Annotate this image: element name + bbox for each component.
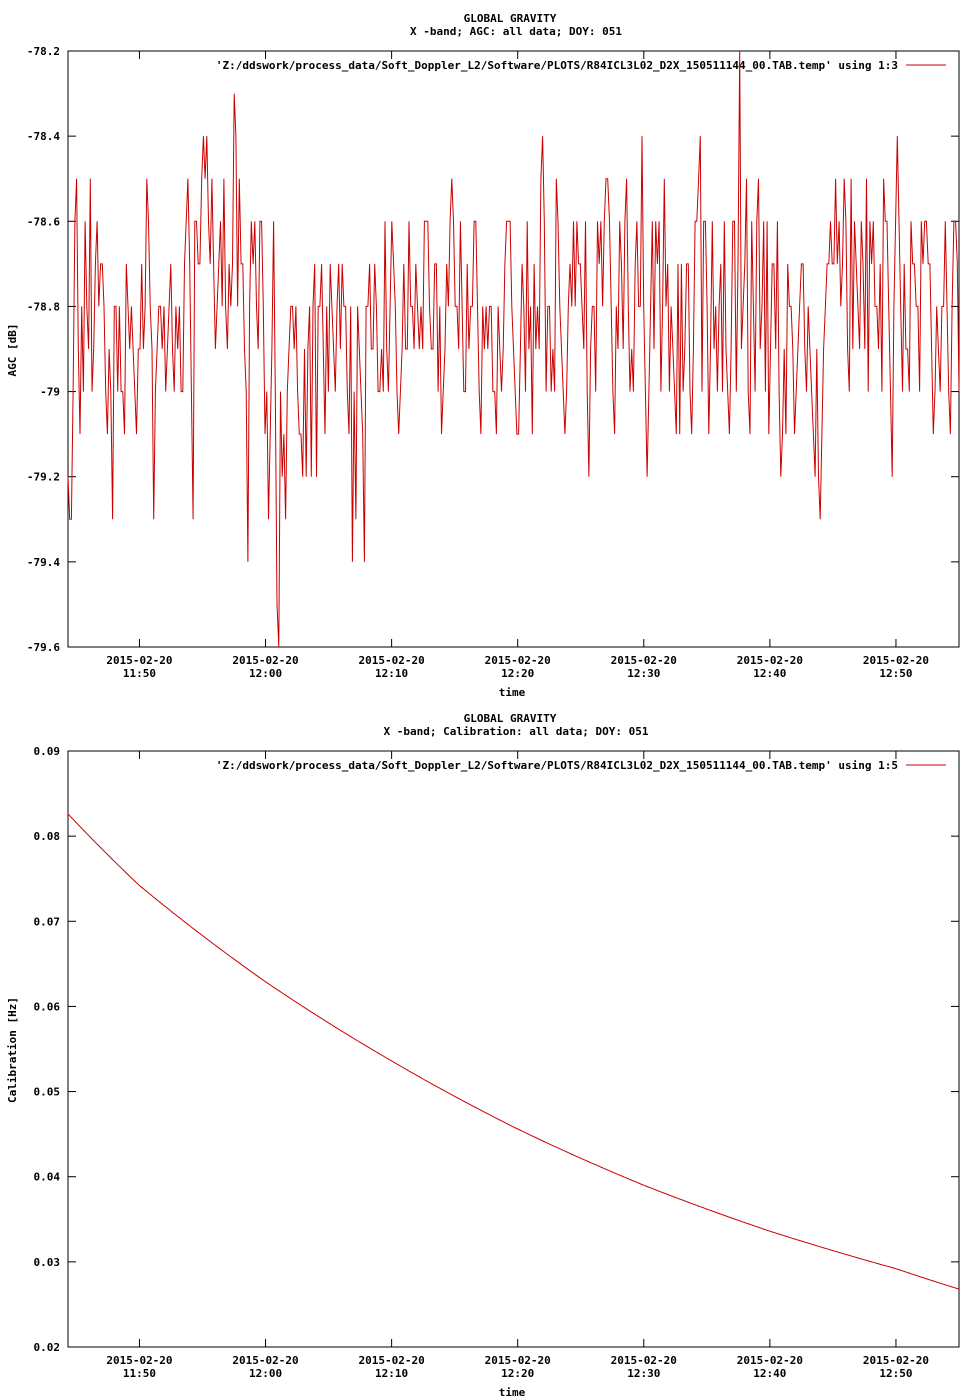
calibration-chart-subtitle: X -band; Calibration: all data; DOY: 051 <box>384 725 649 738</box>
agc-chart: GLOBAL GRAVITY X -band; AGC: all data; D… <box>6 12 960 699</box>
calibration-plot-frame <box>67 750 960 1348</box>
agc-chart-title: GLOBAL GRAVITY <box>464 12 557 25</box>
agc-x-tick-time: 12:10 <box>375 667 408 680</box>
agc-x-tick-date: 2015-02-20 <box>737 654 803 667</box>
calibration-y-tick-label: 0.03 <box>34 1256 61 1269</box>
calibration-x-tick-date: 2015-02-20 <box>485 1354 551 1367</box>
agc-x-tick-date: 2015-02-20 <box>359 654 425 667</box>
agc-y-tick-label: -79 <box>40 386 60 399</box>
calibration-x-tick-time: 11:50 <box>123 1367 156 1380</box>
calibration-x-tick-date: 2015-02-20 <box>737 1354 803 1367</box>
calibration-chart-title: GLOBAL GRAVITY <box>464 712 557 725</box>
calibration-y-axis-label: Calibration [Hz] <box>6 997 19 1103</box>
calibration-x-tick-date: 2015-02-20 <box>232 1354 298 1367</box>
agc-x-tick-date: 2015-02-20 <box>611 654 677 667</box>
calibration-x-tick-time: 12:50 <box>879 1367 912 1380</box>
calibration-x-tick-date: 2015-02-20 <box>359 1354 425 1367</box>
agc-y-tick-label: -79.2 <box>27 471 60 484</box>
agc-legend-label: 'Z:/ddswork/process_data/Soft_Doppler_L2… <box>216 59 898 72</box>
calibration-x-tick-time: 12:40 <box>753 1367 786 1380</box>
calibration-x-tick-date: 2015-02-20 <box>611 1354 677 1367</box>
calibration-y-tick-label: 0.07 <box>34 915 61 928</box>
calibration-y-tick-label: 0.06 <box>34 1000 61 1013</box>
calibration-x-axis-label: time <box>499 1386 526 1399</box>
agc-plot-frame <box>67 50 960 648</box>
calibration-series-line <box>67 813 960 1290</box>
calibration-x-tick-date: 2015-02-20 <box>106 1354 172 1367</box>
calibration-y-tick-label: 0.02 <box>34 1341 61 1354</box>
agc-y-axis-label: AGC [dB] <box>6 324 19 377</box>
agc-x-tick-time: 12:40 <box>753 667 786 680</box>
calibration-x-tick-time: 12:00 <box>249 1367 282 1380</box>
agc-y-tick-label: -78.4 <box>27 130 60 143</box>
calibration-y-tick-label: 0.04 <box>34 1171 61 1184</box>
calibration-x-tick-date: 2015-02-20 <box>863 1354 929 1367</box>
agc-series-line <box>67 50 960 648</box>
agc-x-tick-time: 11:50 <box>123 667 156 680</box>
agc-x-tick-date: 2015-02-20 <box>106 654 172 667</box>
agc-y-tick-label: -78.6 <box>27 215 60 228</box>
calibration-x-tick-time: 12:30 <box>627 1367 660 1380</box>
calibration-x-tick-time: 12:20 <box>501 1367 534 1380</box>
agc-x-axis-label: time <box>499 686 526 699</box>
agc-x-tick-time: 12:00 <box>249 667 282 680</box>
agc-x-tick-time: 12:50 <box>879 667 912 680</box>
calibration-y-tick-label: 0.05 <box>34 1086 61 1099</box>
agc-x-tick-date: 2015-02-20 <box>232 654 298 667</box>
agc-x-tick-date: 2015-02-20 <box>485 654 551 667</box>
agc-x-tick-time: 12:30 <box>627 667 660 680</box>
calibration-y-tick-label: 0.09 <box>34 745 61 758</box>
calibration-legend-label: 'Z:/ddswork/process_data/Soft_Doppler_L2… <box>216 759 898 772</box>
agc-y-tick-label: -78.2 <box>27 45 60 58</box>
agc-y-tick-label: -79.4 <box>27 556 60 569</box>
calibration-chart: GLOBAL GRAVITY X -band; Calibration: all… <box>6 712 960 1399</box>
agc-y-tick-label: -78.8 <box>27 300 60 313</box>
agc-y-tick-label: -79.6 <box>27 641 60 654</box>
agc-x-tick-date: 2015-02-20 <box>863 654 929 667</box>
calibration-x-tick-time: 12:10 <box>375 1367 408 1380</box>
calibration-y-tick-label: 0.08 <box>34 830 61 843</box>
agc-chart-subtitle: X -band; AGC: all data; DOY: 051 <box>410 25 622 38</box>
agc-x-tick-time: 12:20 <box>501 667 534 680</box>
